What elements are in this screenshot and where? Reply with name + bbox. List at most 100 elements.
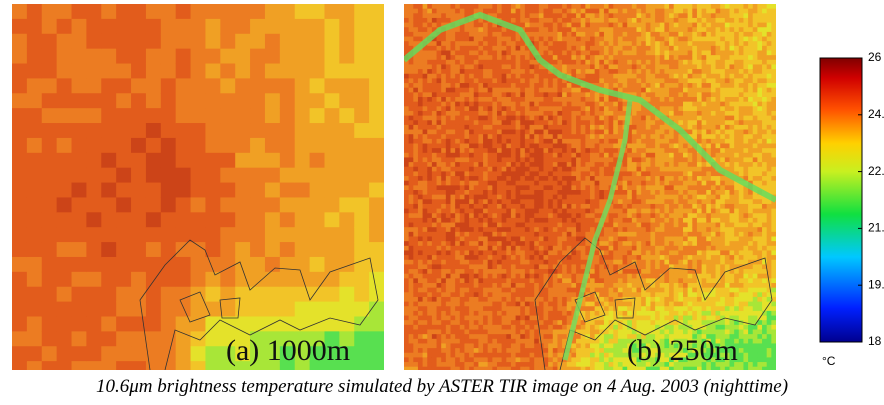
pixel <box>437 292 442 297</box>
pixel <box>432 339 437 344</box>
pixel <box>474 32 479 37</box>
pixel <box>455 209 460 214</box>
pixel <box>567 167 572 172</box>
pixel <box>613 74 618 79</box>
pixel <box>451 185 456 190</box>
pixel <box>506 311 511 316</box>
pixel <box>590 111 595 116</box>
pixel <box>637 4 642 9</box>
pixel <box>42 153 57 168</box>
pixel <box>516 125 521 130</box>
pixel <box>488 88 493 93</box>
pixel <box>650 204 655 209</box>
pixel <box>12 78 27 93</box>
pixel <box>497 181 502 186</box>
pixel <box>474 116 479 121</box>
pixel <box>474 320 479 325</box>
pixel <box>42 242 57 257</box>
pixel <box>516 134 521 139</box>
pixel <box>464 204 469 209</box>
pixel <box>161 242 176 257</box>
pixel <box>437 120 442 125</box>
pixel <box>539 223 544 228</box>
pixel <box>27 123 42 138</box>
pixel <box>427 120 432 125</box>
pixel <box>567 171 572 176</box>
pixel <box>502 362 507 367</box>
pixel <box>595 157 600 162</box>
pixel <box>562 237 567 242</box>
pixel <box>609 283 614 288</box>
pixel <box>627 18 632 23</box>
pixel <box>623 51 628 56</box>
pixel <box>409 339 414 344</box>
pixel <box>646 260 651 265</box>
pixel <box>590 4 595 9</box>
pixel <box>590 37 595 42</box>
pixel <box>632 185 637 190</box>
pixel <box>146 138 161 153</box>
pixel <box>478 348 483 353</box>
pixel <box>146 108 161 123</box>
pixel <box>265 272 280 287</box>
pixel <box>497 102 502 107</box>
pixel <box>650 157 655 162</box>
pixel <box>506 255 511 260</box>
pixel <box>618 134 623 139</box>
pixel <box>618 255 623 260</box>
pixel <box>427 297 432 302</box>
pixel <box>469 83 474 88</box>
pixel <box>483 171 488 176</box>
pixel <box>409 250 414 255</box>
pixel <box>506 111 511 116</box>
pixel <box>455 260 460 265</box>
pixel <box>548 339 553 344</box>
pixel <box>437 362 442 367</box>
pixel <box>265 197 280 212</box>
pixel <box>585 343 590 348</box>
pixel <box>641 23 646 28</box>
pixel <box>650 37 655 42</box>
pixel <box>57 64 72 79</box>
pixel <box>488 362 493 367</box>
pixel <box>553 306 558 311</box>
pixel <box>432 13 437 18</box>
pixel <box>483 269 488 274</box>
pixel <box>599 102 604 107</box>
pixel <box>632 269 637 274</box>
pixel <box>511 55 516 60</box>
pixel <box>483 102 488 107</box>
pixel <box>437 153 442 158</box>
pixel <box>455 297 460 302</box>
pixel <box>506 97 511 102</box>
pixel <box>604 74 609 79</box>
pixel <box>404 78 409 83</box>
pixel <box>637 144 642 149</box>
pixel <box>455 46 460 51</box>
pixel <box>446 325 451 330</box>
pixel <box>478 353 483 358</box>
pixel <box>618 195 623 200</box>
pixel <box>599 297 604 302</box>
pixel <box>474 362 479 367</box>
pixel <box>455 97 460 102</box>
pixel <box>502 134 507 139</box>
pixel <box>650 246 655 251</box>
pixel <box>497 316 502 321</box>
pixel <box>585 246 590 251</box>
pixel <box>595 343 600 348</box>
pixel <box>534 218 539 223</box>
pixel <box>427 46 432 51</box>
pixel <box>116 168 131 183</box>
pixel <box>455 139 460 144</box>
pixel <box>516 190 521 195</box>
pixel <box>423 269 428 274</box>
pixel <box>404 199 409 204</box>
pixel <box>604 181 609 186</box>
pixel <box>599 134 604 139</box>
pixel <box>474 144 479 149</box>
pixel <box>441 367 446 372</box>
pixel <box>530 204 535 209</box>
pixel <box>427 204 432 209</box>
pixel <box>409 320 414 325</box>
